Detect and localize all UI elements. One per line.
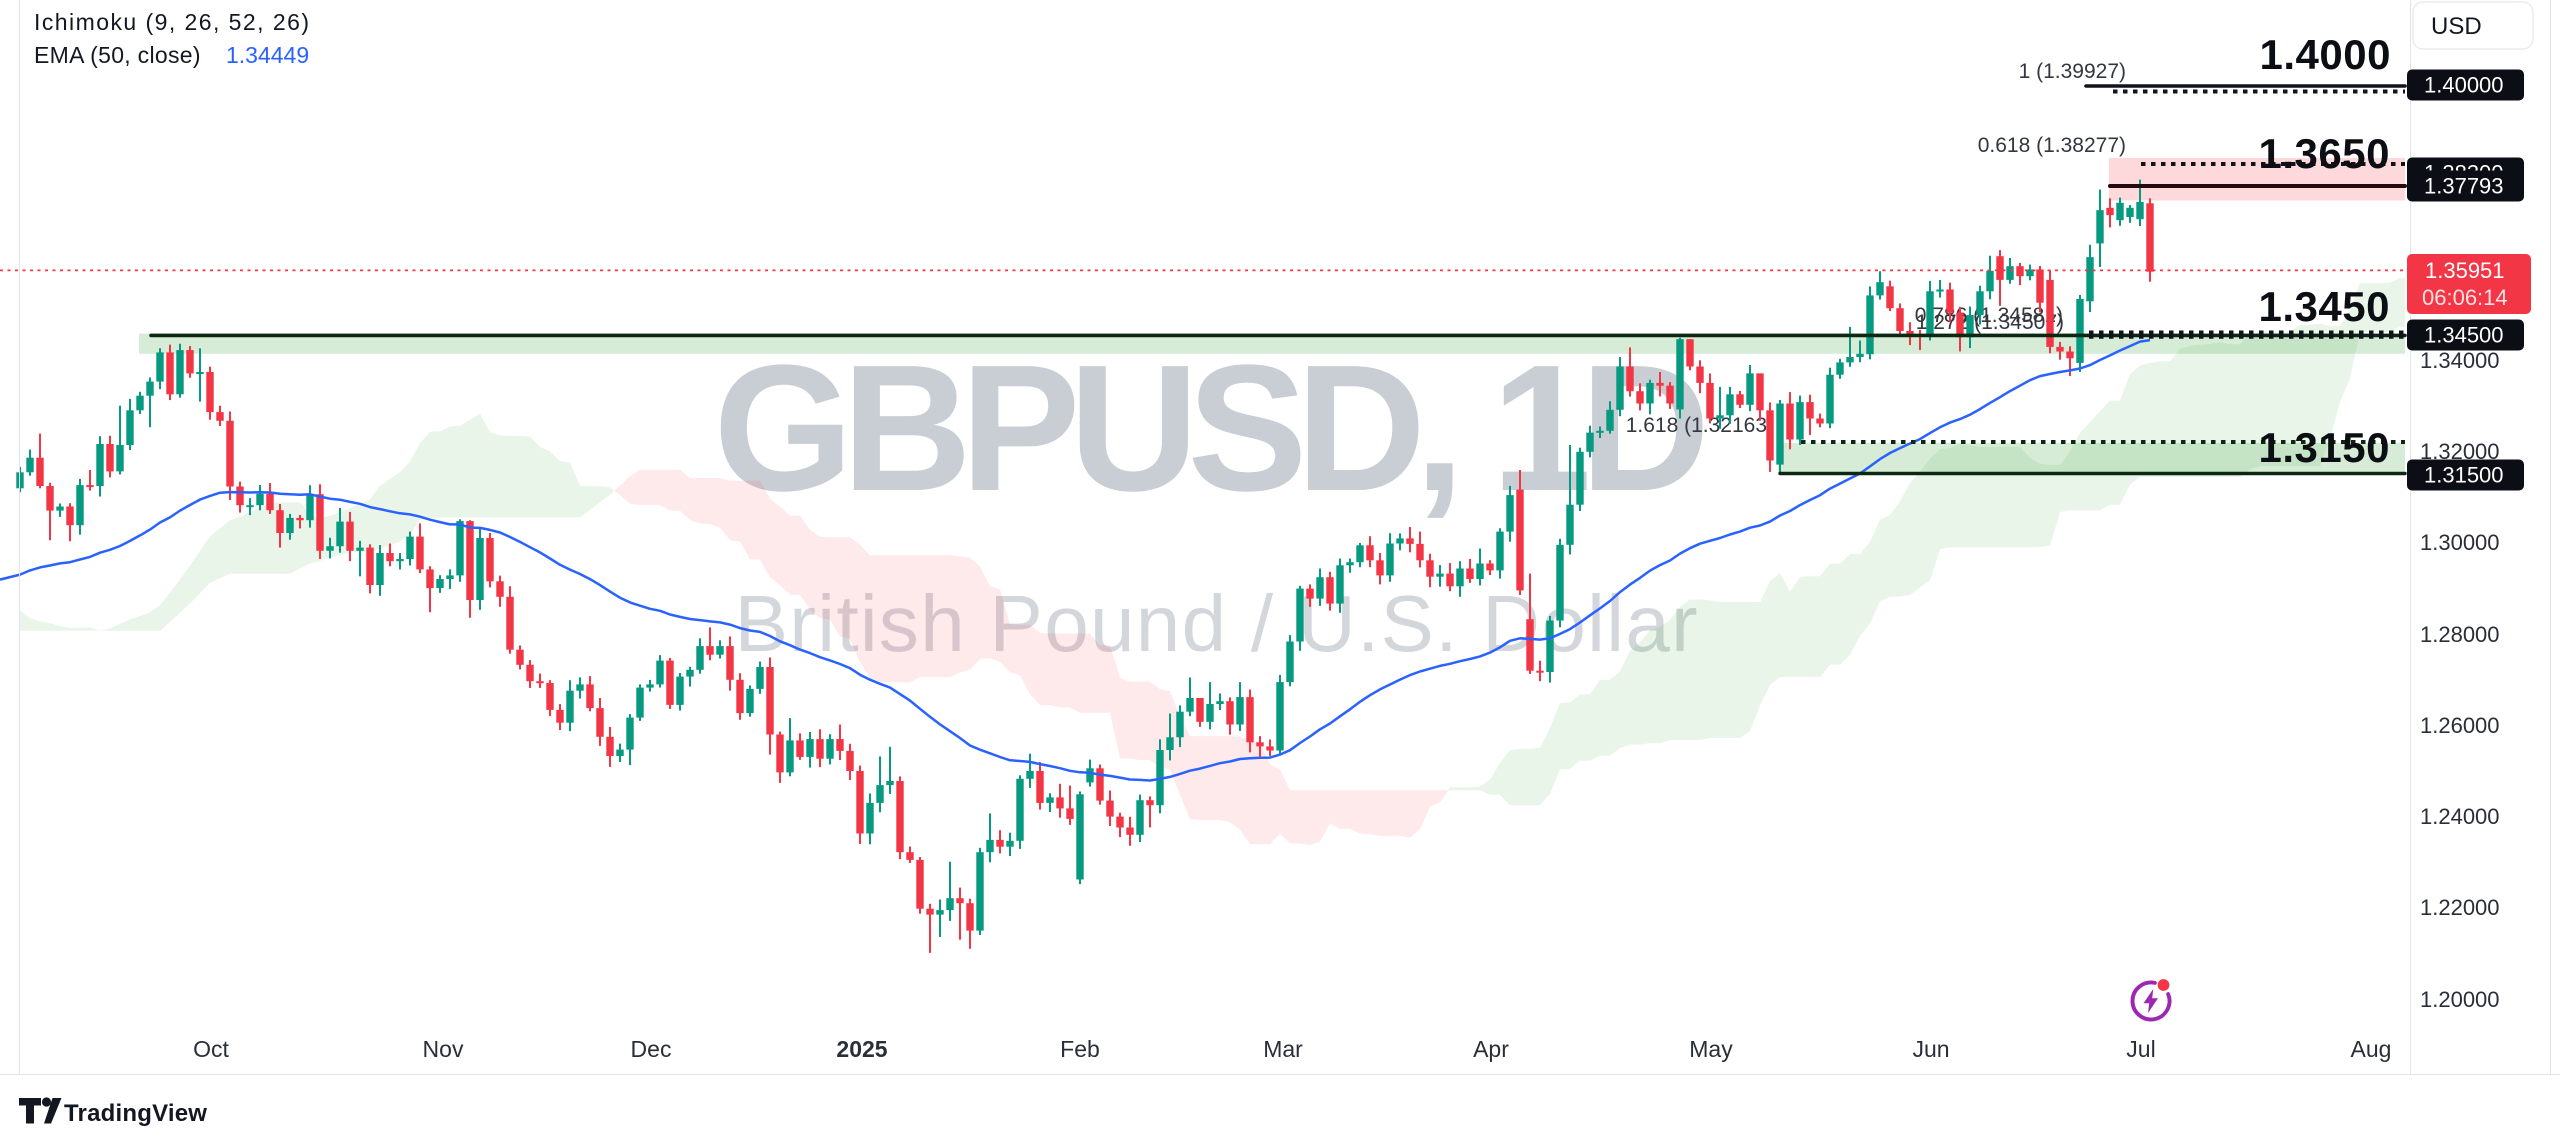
svg-text:06:06:14: 06:06:14 — [2422, 285, 2508, 310]
svg-text:1.618 (1.32163): 1.618 (1.32163) — [1626, 414, 1774, 437]
svg-text:1.272 (1.34507): 1.272 (1.34507) — [1916, 311, 2064, 334]
svg-text:Feb: Feb — [1060, 1036, 1100, 1062]
svg-text:1.28000: 1.28000 — [2420, 622, 2500, 647]
svg-text:EMA (50, close): EMA (50, close) — [34, 42, 201, 68]
svg-text:Nov: Nov — [423, 1036, 464, 1062]
svg-text:1.31500: 1.31500 — [2424, 463, 2504, 488]
svg-text:1.35951: 1.35951 — [2425, 258, 2505, 283]
svg-text:1.30000: 1.30000 — [2420, 530, 2500, 555]
svg-text:1.4000: 1.4000 — [2260, 31, 2391, 78]
svg-text:1.26000: 1.26000 — [2420, 713, 2500, 738]
svg-text:1.22000: 1.22000 — [2420, 895, 2500, 920]
svg-text:May: May — [1689, 1036, 1733, 1062]
svg-text:Ichimoku (9, 26, 52, 26): Ichimoku (9, 26, 52, 26) — [34, 9, 310, 35]
svg-text:1.37793: 1.37793 — [2424, 174, 2504, 199]
svg-text:Dec: Dec — [631, 1036, 672, 1062]
svg-text:GBPUSD, 1D: GBPUSD, 1D — [713, 328, 1703, 529]
svg-text:USD: USD — [2431, 13, 2482, 40]
svg-text:TradingView: TradingView — [64, 1100, 207, 1127]
svg-text:British Pound / U.S. Dollar: British Pound / U.S. Dollar — [735, 579, 1699, 668]
svg-text:1.34449: 1.34449 — [226, 42, 309, 68]
svg-text:1.3650: 1.3650 — [2259, 130, 2390, 177]
svg-text:1 (1.39927): 1 (1.39927) — [2019, 60, 2126, 83]
svg-text:1.24000: 1.24000 — [2420, 804, 2500, 829]
svg-text:Jun: Jun — [1912, 1036, 1949, 1062]
svg-text:Aug: Aug — [2351, 1036, 2392, 1062]
svg-text:1.20000: 1.20000 — [2420, 987, 2500, 1012]
svg-text:0.618 (1.38277): 0.618 (1.38277) — [1978, 134, 2126, 157]
svg-text:1.34500: 1.34500 — [2424, 323, 2504, 348]
svg-text:Mar: Mar — [1263, 1036, 1303, 1062]
svg-text:1.34000: 1.34000 — [2420, 348, 2500, 373]
svg-text:2025: 2025 — [836, 1036, 887, 1062]
svg-text:1.40000: 1.40000 — [2424, 73, 2504, 98]
svg-text:Apr: Apr — [1473, 1036, 1509, 1062]
svg-text:1.3450: 1.3450 — [2259, 283, 2390, 330]
svg-text:1.3150: 1.3150 — [2259, 424, 2390, 471]
svg-text:Oct: Oct — [193, 1036, 229, 1062]
svg-text:Jul: Jul — [2126, 1036, 2155, 1062]
